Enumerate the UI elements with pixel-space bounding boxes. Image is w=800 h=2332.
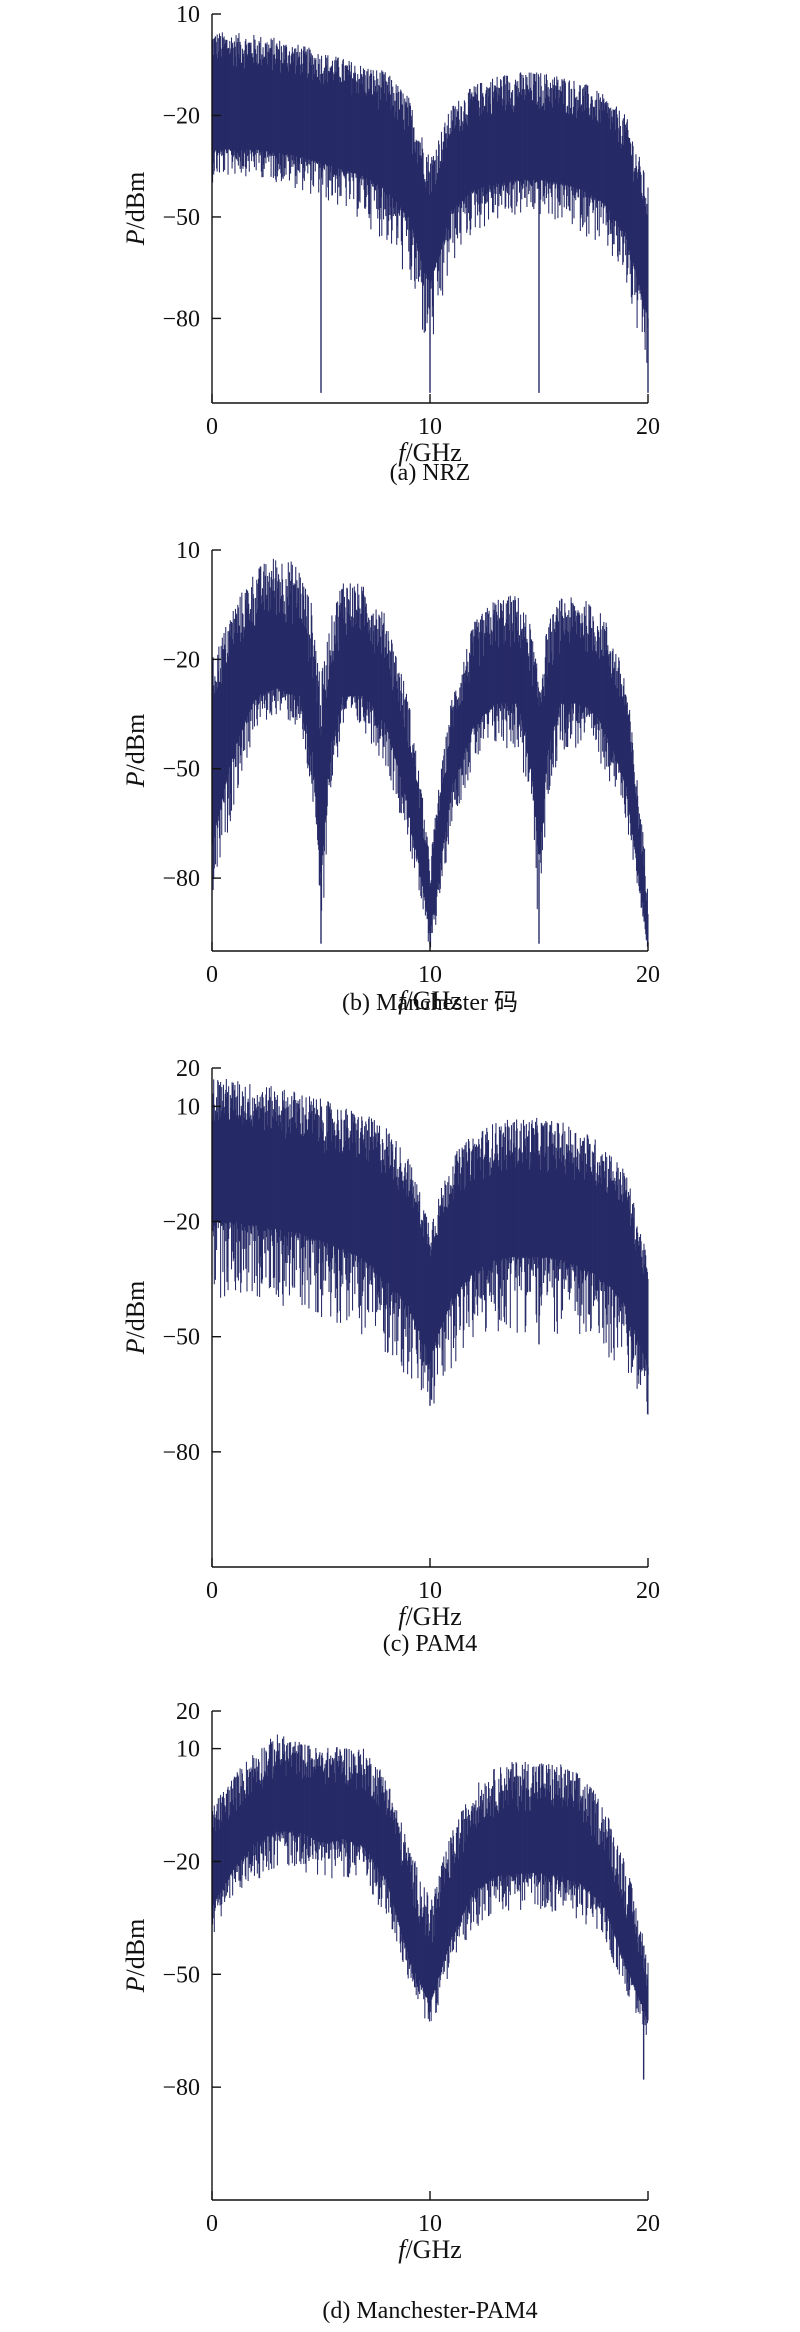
y-tick-label: −80 xyxy=(162,306,200,332)
x-axis-label: f/GHz xyxy=(398,1602,462,1631)
y-tick-label: −80 xyxy=(162,866,200,892)
spectrum-series xyxy=(211,1079,649,1415)
x-tick-label: 10 xyxy=(418,2211,442,2237)
panel-subtitle: (d) Manchester-PAM4 xyxy=(322,2298,537,2324)
x-tick-label: 0 xyxy=(206,1578,218,1604)
x-tick-label: 10 xyxy=(418,1578,442,1604)
x-axis-label: f/GHz xyxy=(398,986,462,1015)
y-axis-label: P/dBm xyxy=(121,1281,150,1356)
y-tick-label: −20 xyxy=(162,647,200,673)
y-axis-label: P/dBm xyxy=(121,172,150,247)
y-axis-label: P/dBm xyxy=(121,714,150,789)
panel-subtitle: (b) Manchester 码 xyxy=(342,990,518,1016)
x-tick-label: 0 xyxy=(206,414,218,440)
panel-subtitle: (c) PAM4 xyxy=(383,1631,477,1657)
y-tick-label: 20 xyxy=(176,1056,200,1082)
x-tick-label: 10 xyxy=(418,414,442,440)
y-tick-label: 20 xyxy=(176,1699,200,1725)
x-tick-label: 20 xyxy=(636,2211,660,2237)
spectrum-series xyxy=(211,1734,649,2035)
y-axis-label: P/dBm xyxy=(121,1919,150,1994)
y-tick-label: −50 xyxy=(162,1962,200,1988)
y-tick-label: −50 xyxy=(162,205,200,231)
x-tick-label: 0 xyxy=(206,962,218,988)
y-tick-label: 10 xyxy=(176,2,200,28)
y-tick-label: 10 xyxy=(176,1094,200,1120)
x-axis-label: f/GHz xyxy=(398,438,462,467)
y-tick-label: −20 xyxy=(162,1210,200,1236)
y-tick-label: −50 xyxy=(162,1325,200,1351)
spectrum-series xyxy=(211,32,649,363)
y-tick-label: −20 xyxy=(162,1849,200,1875)
x-tick-label: 20 xyxy=(636,962,660,988)
chart-panel-c: 20 10 −20 −50 −80 0 10 20 f/GHz P/dBm (c) PAM4 xyxy=(121,1056,660,1657)
chart-panel-d: 20 10 −20 −50 −80 0 10 20 f/GHz P/dBm (d) Manchest… xyxy=(121,1699,660,2324)
chart-panel-b: 10 −20 −50 −80 0 10 20 f/GHz P/dBm (b) Manchester… xyxy=(121,538,660,1016)
y-tick-label: −80 xyxy=(162,2075,200,2101)
x-tick-label: 20 xyxy=(636,1578,660,1604)
x-tick-label: 20 xyxy=(636,414,660,440)
chart-panel-a: 10 −20 −50 −80 0 10 20 f/GHz P/dBm (a) NRZ xyxy=(121,2,660,486)
y-tick-label: 10 xyxy=(176,1737,200,1763)
x-tick-label: 10 xyxy=(418,962,442,988)
y-tick-label: −50 xyxy=(162,757,200,783)
y-tick-label: 10 xyxy=(176,538,200,564)
y-tick-label: −20 xyxy=(162,103,200,129)
x-tick-label: 0 xyxy=(206,2211,218,2237)
spectrum-series xyxy=(211,558,649,948)
y-tick-label: −80 xyxy=(162,1440,200,1466)
panel-subtitle: (a) NRZ xyxy=(390,460,471,486)
x-axis-label: f/GHz xyxy=(398,2235,462,2264)
